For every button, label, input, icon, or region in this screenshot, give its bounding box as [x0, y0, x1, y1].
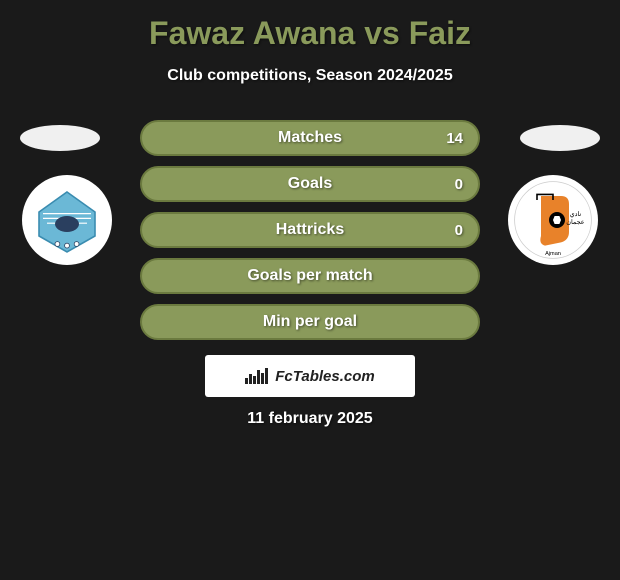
stat-value: 0 — [455, 222, 463, 239]
stat-value: 14 — [446, 130, 463, 147]
stat-label: Matches — [278, 129, 342, 147]
stat-bar-min-per-goal: Min per goal — [140, 304, 480, 340]
club-crest-left-icon — [27, 180, 107, 260]
page-title: Fawaz Awana vs Faiz — [0, 0, 620, 52]
stat-label: Min per goal — [263, 313, 357, 331]
svg-text:عجمان: عجمان — [566, 219, 584, 226]
club-logo-right: نادي عجمان Ajman — [508, 175, 598, 265]
stat-bar-goals: Goals 0 — [140, 166, 480, 202]
stat-label: Goals — [288, 175, 332, 193]
bar-chart-icon — [245, 368, 269, 384]
stat-bar-goals-per-match: Goals per match — [140, 258, 480, 294]
stat-label: Hattricks — [276, 221, 344, 239]
stats-container: Matches 14 Goals 0 Hattricks 0 Goals per… — [140, 120, 480, 350]
club-logo-left — [22, 175, 112, 265]
club-crest-right-icon: نادي عجمان Ajman — [513, 180, 593, 260]
fctables-badge[interactable]: FcTables.com — [205, 355, 415, 397]
stat-label: Goals per match — [247, 267, 372, 285]
player-avatar-right — [520, 125, 600, 151]
stat-bar-matches: Matches 14 — [140, 120, 480, 156]
subtitle: Club competitions, Season 2024/2025 — [0, 67, 620, 85]
svg-text:نادي: نادي — [570, 211, 582, 218]
date-label: 11 february 2025 — [0, 410, 620, 428]
stat-value: 0 — [455, 176, 463, 193]
svg-text:Ajman: Ajman — [545, 251, 561, 257]
player-avatar-left — [20, 125, 100, 151]
brand-label: FcTables.com — [275, 368, 374, 385]
stat-bar-hattricks: Hattricks 0 — [140, 212, 480, 248]
